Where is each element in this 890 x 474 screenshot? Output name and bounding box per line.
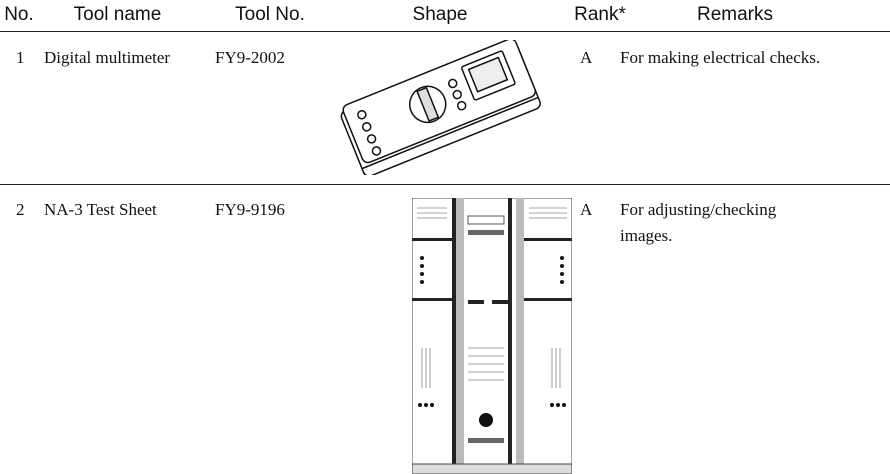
header-no: No. (4, 4, 34, 25)
header-rank: Rank* (574, 4, 626, 25)
row-no: 2 (16, 200, 25, 219)
row-rule (0, 184, 890, 185)
row-tool-no: FY9-2002 (215, 48, 285, 67)
header-tool-name: Tool name (73, 4, 162, 25)
row-no: 1 (16, 48, 25, 67)
row-rank: A (580, 48, 593, 67)
row-rank: A (580, 200, 593, 219)
row-tool-name: NA-3 Test Sheet (44, 200, 157, 219)
row-tool-no: FY9-9196 (215, 200, 285, 219)
row-remarks: For adjusting/checking images. (620, 200, 777, 245)
row-remarks: For making electrical checks. (620, 48, 821, 67)
header-rule (0, 31, 890, 32)
header-shape: Shape (412, 4, 468, 25)
header-tool-no: Tool No. (235, 4, 305, 25)
header-remarks: Remarks (696, 4, 773, 25)
test-sheet-illustration (412, 198, 572, 474)
multimeter-illustration (340, 40, 541, 175)
row-tool-name: Digital multimeter (44, 48, 171, 67)
